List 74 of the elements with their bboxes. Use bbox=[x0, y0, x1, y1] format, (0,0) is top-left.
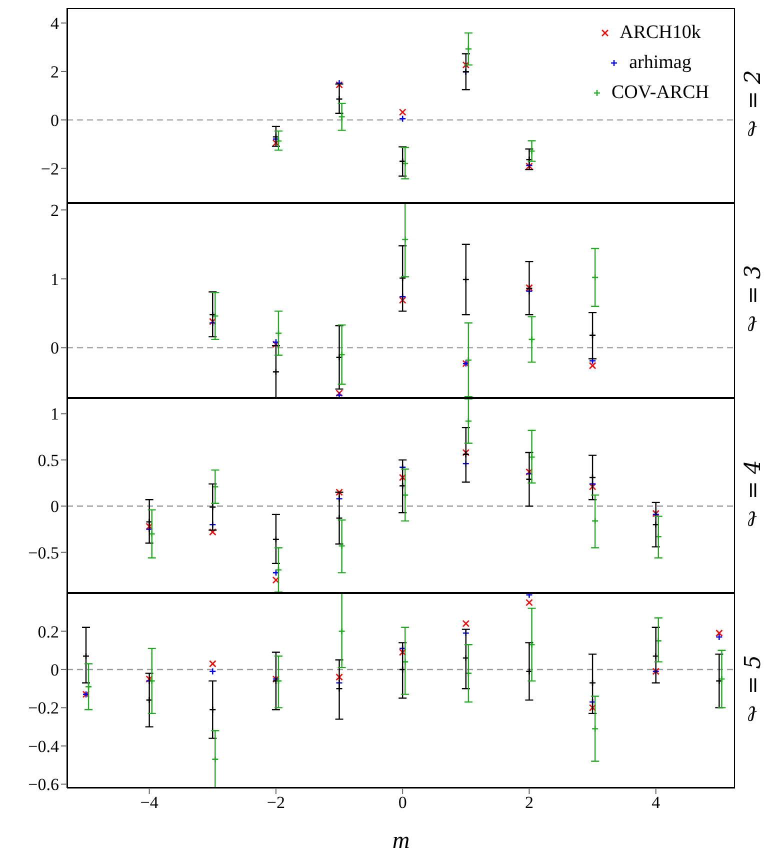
point bbox=[398, 158, 406, 165]
point bbox=[398, 482, 406, 490]
point bbox=[398, 648, 406, 656]
x-axis-title: m bbox=[392, 828, 410, 854]
x-tick-label: −4 bbox=[140, 793, 159, 812]
legend-label: ARCH10k bbox=[620, 21, 701, 45]
point bbox=[208, 528, 216, 536]
legend-label: COV-ARCH bbox=[612, 81, 709, 105]
point bbox=[338, 113, 346, 120]
point bbox=[526, 598, 533, 606]
y-tick-label: 2 bbox=[50, 200, 59, 220]
point bbox=[208, 503, 216, 511]
point bbox=[208, 310, 216, 318]
point bbox=[398, 474, 406, 482]
point bbox=[208, 668, 216, 676]
text: ℓ = 3 bbox=[741, 264, 767, 336]
point bbox=[208, 520, 216, 528]
y-tick-label: 0 bbox=[50, 110, 59, 130]
point bbox=[212, 756, 219, 763]
point bbox=[336, 673, 343, 681]
point bbox=[274, 330, 282, 337]
point bbox=[588, 357, 596, 364]
y-tick-label: 2 bbox=[50, 62, 59, 82]
point bbox=[336, 354, 343, 361]
point bbox=[84, 683, 92, 690]
point bbox=[462, 61, 470, 69]
y-tick-label: 0 bbox=[50, 338, 59, 358]
point bbox=[528, 148, 536, 155]
x-tick-label: 0 bbox=[398, 793, 407, 812]
point bbox=[654, 637, 662, 644]
y-tick-label: 0 bbox=[50, 497, 59, 516]
point bbox=[272, 368, 280, 376]
point bbox=[208, 706, 216, 714]
point bbox=[272, 139, 280, 147]
point bbox=[398, 296, 406, 304]
y-tick-label: −0.6 bbox=[28, 775, 59, 794]
point bbox=[398, 108, 406, 116]
point bbox=[526, 593, 533, 599]
y-tick-label: 0.5 bbox=[38, 450, 59, 470]
y-tick-label: −0.4 bbox=[28, 736, 60, 756]
point bbox=[716, 629, 723, 637]
point bbox=[146, 518, 153, 526]
point bbox=[464, 670, 472, 677]
point bbox=[716, 633, 723, 641]
point bbox=[336, 488, 343, 496]
y-tick-label: 0.2 bbox=[38, 622, 59, 642]
point bbox=[401, 236, 409, 244]
x-tick-label: 2 bbox=[524, 793, 534, 812]
point bbox=[588, 362, 596, 370]
y-tick-label: 4 bbox=[50, 14, 60, 34]
point bbox=[146, 522, 153, 530]
point bbox=[208, 660, 216, 668]
y-tick-label: −2 bbox=[40, 159, 59, 178]
y-tick-label: 0 bbox=[50, 660, 59, 680]
text: ℓ = 5 bbox=[741, 654, 767, 726]
point bbox=[591, 725, 599, 732]
point bbox=[588, 332, 596, 339]
point bbox=[588, 483, 596, 490]
point bbox=[654, 532, 662, 540]
y-tick-label: 1 bbox=[50, 404, 59, 424]
point bbox=[526, 476, 533, 483]
point bbox=[588, 704, 596, 712]
legend-label: arhimag bbox=[629, 51, 692, 75]
point bbox=[398, 115, 406, 122]
y-tick-label: −0.2 bbox=[28, 698, 59, 718]
text: ℓ = 4 bbox=[741, 460, 767, 532]
y-tick-label: −0.5 bbox=[28, 543, 59, 562]
point bbox=[338, 628, 346, 635]
point bbox=[462, 620, 470, 628]
y-tick-label: 1 bbox=[50, 270, 59, 289]
x-tick-label: 4 bbox=[652, 793, 661, 812]
point bbox=[272, 576, 280, 584]
text: ℓ = 2 bbox=[741, 70, 767, 142]
x-tick-label: −2 bbox=[266, 793, 285, 812]
